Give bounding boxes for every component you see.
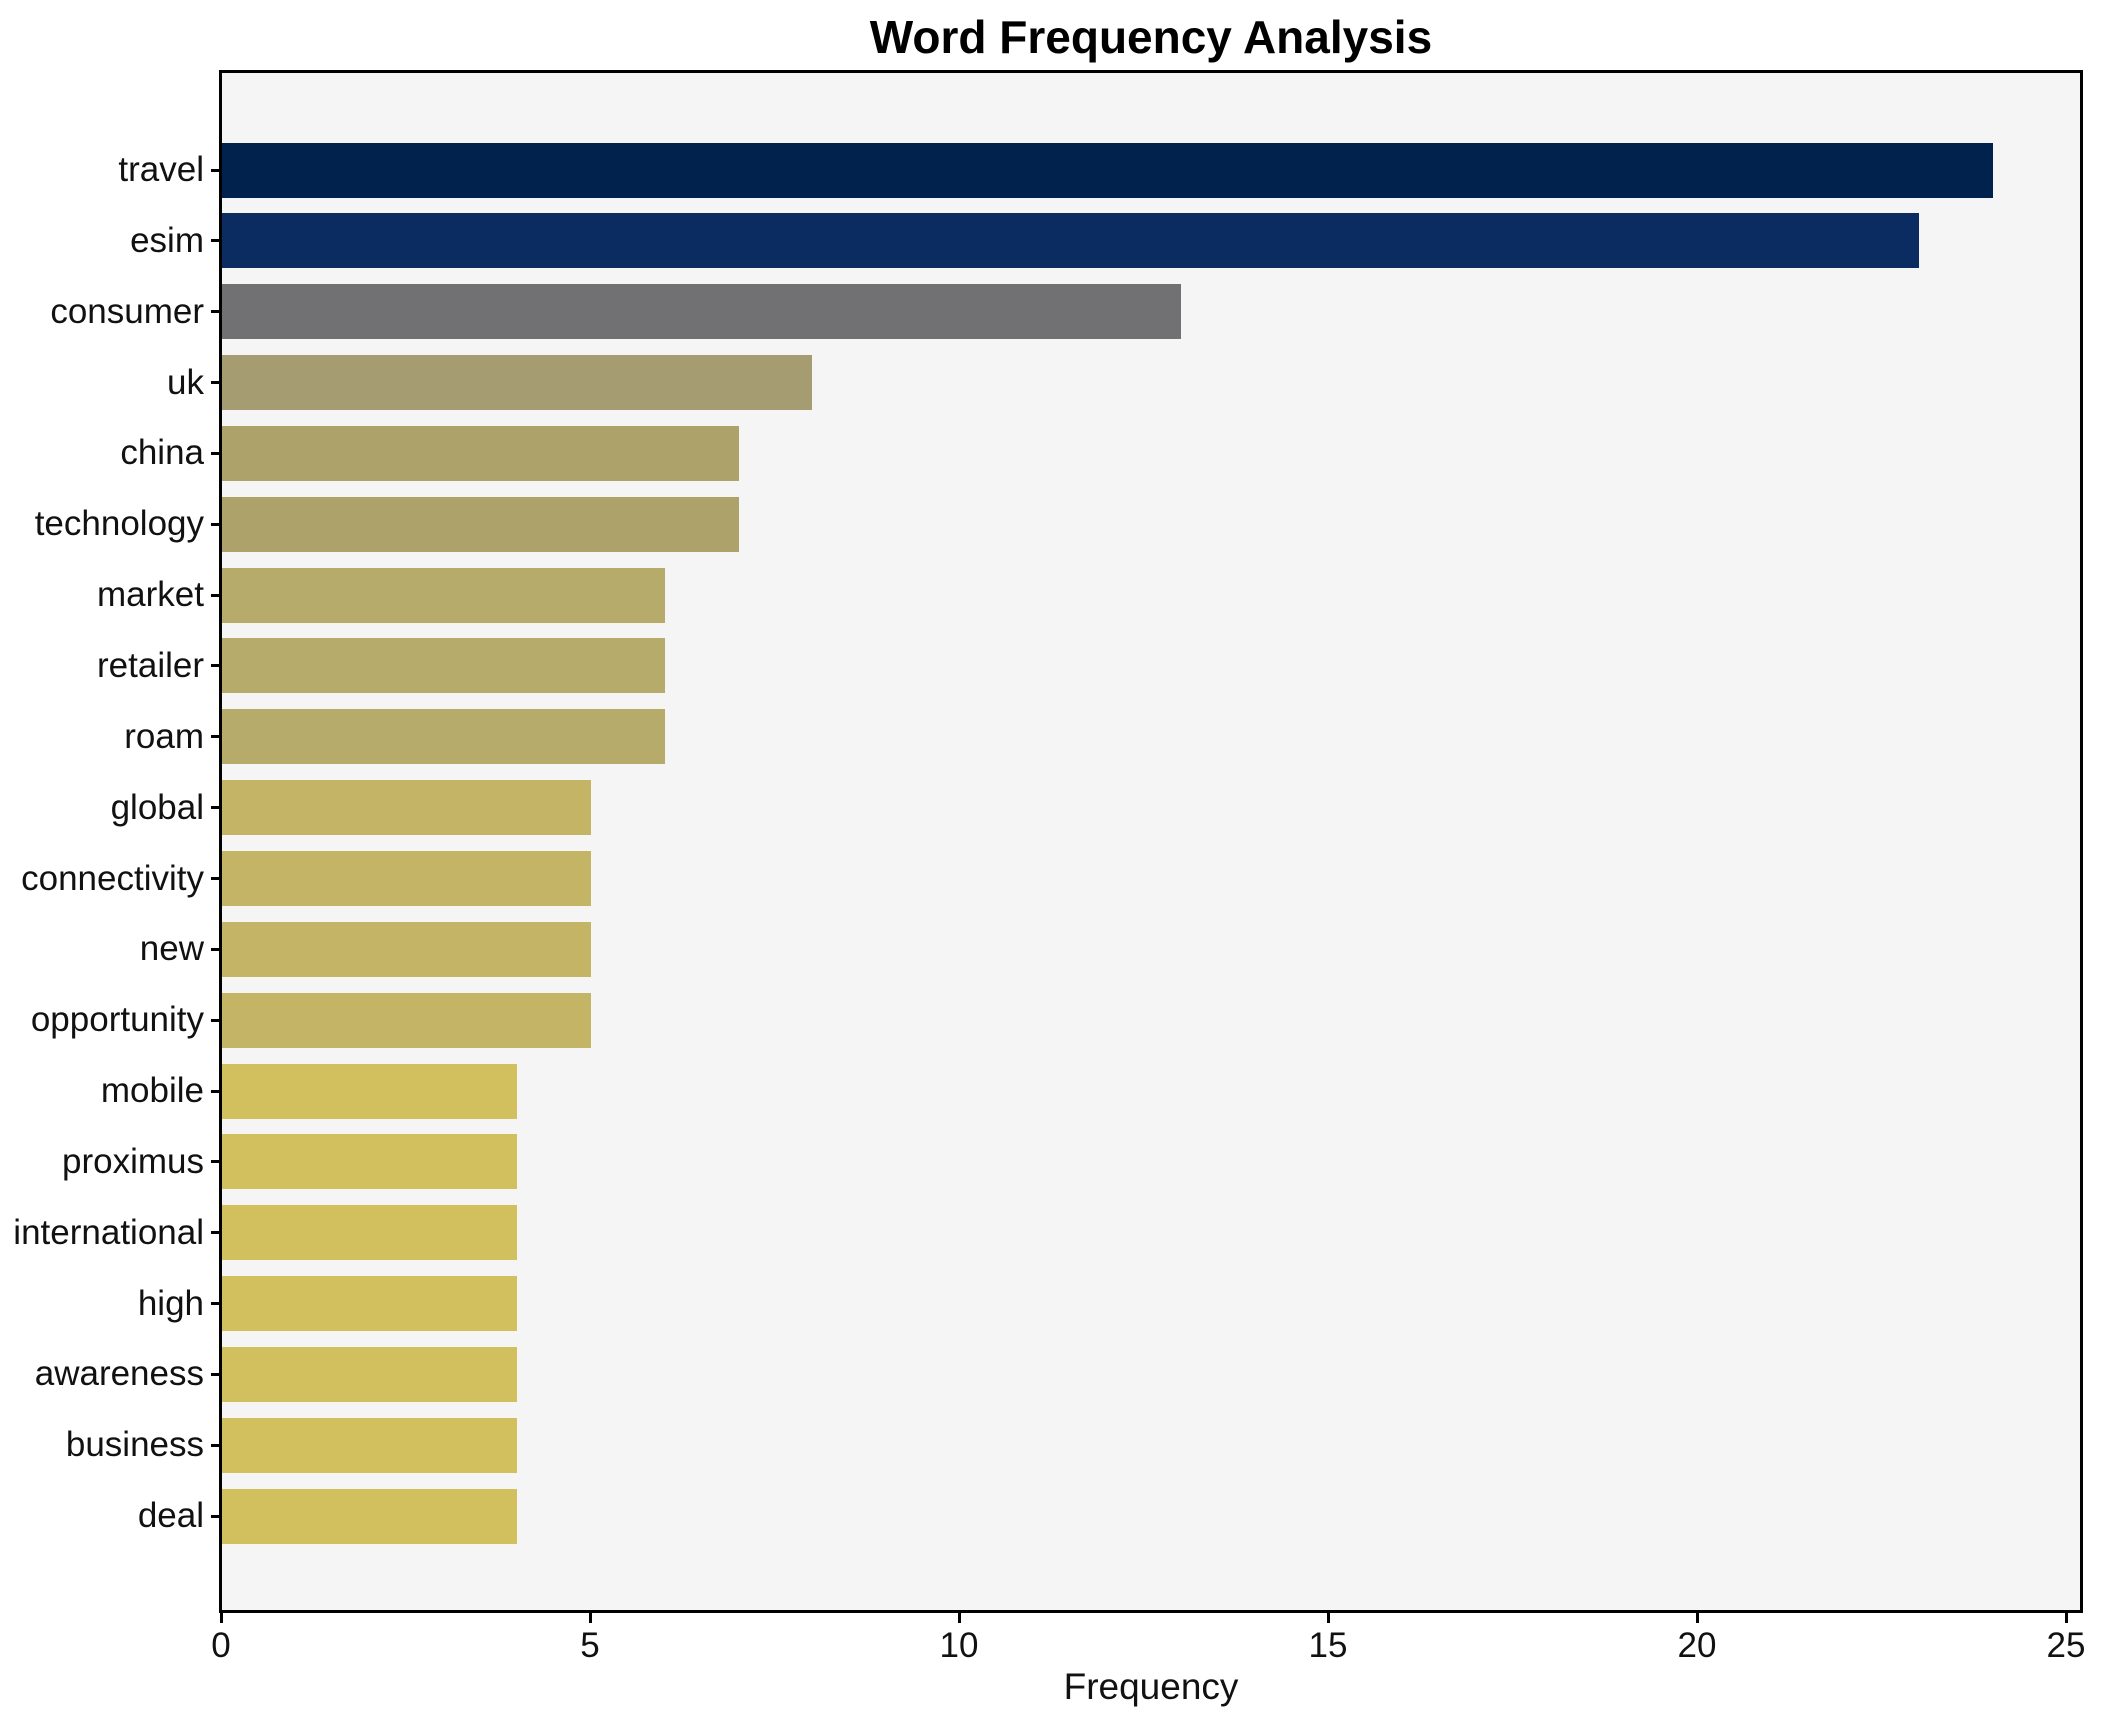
bar-retailer: [222, 638, 665, 693]
bar-travel: [222, 143, 1993, 198]
bar-business: [222, 1418, 517, 1473]
bar-market: [222, 568, 665, 623]
y-tick-label-uk: uk: [167, 363, 204, 402]
x-tick-mark-15: [1327, 1613, 1330, 1623]
y-tick-mark-consumer: [211, 310, 221, 313]
y-tick-mark-china: [211, 452, 221, 455]
x-tick-label-5: 5: [580, 1626, 600, 1665]
y-tick-mark-uk: [211, 381, 221, 384]
bar-china: [222, 426, 739, 481]
y-tick-label-market: market: [97, 575, 204, 614]
y-tick-label-travel: travel: [118, 150, 204, 189]
y-tick-mark-new: [211, 948, 221, 951]
y-tick-label-high: high: [137, 1284, 204, 1323]
y-tick-label-business: business: [65, 1425, 204, 1464]
y-tick-label-deal: deal: [137, 1496, 204, 1535]
bar-international: [222, 1205, 517, 1260]
x-axis-title: Frequency: [1063, 1666, 1239, 1707]
y-tick-label-global: global: [110, 788, 204, 827]
y-tick-mark-connectivity: [211, 877, 221, 880]
y-tick-mark-high: [211, 1302, 221, 1305]
y-tick-label-new: new: [139, 929, 204, 968]
x-tick-label-25: 25: [2046, 1626, 2086, 1665]
bar-consumer: [222, 284, 1181, 339]
bar-high: [222, 1276, 517, 1331]
y-tick-mark-esim: [211, 239, 221, 242]
x-tick-mark-5: [589, 1613, 592, 1623]
y-tick-mark-retailer: [211, 664, 221, 667]
y-tick-mark-proximus: [211, 1160, 221, 1163]
x-tick-label-10: 10: [939, 1626, 979, 1665]
y-tick-label-technology: technology: [34, 504, 204, 543]
x-tick-label-15: 15: [1308, 1626, 1348, 1665]
y-tick-label-opportunity: opportunity: [30, 1000, 204, 1039]
bar-global: [222, 780, 591, 835]
y-tick-mark-travel: [211, 169, 221, 172]
bar-deal: [222, 1489, 517, 1544]
y-tick-mark-deal: [211, 1515, 221, 1518]
y-tick-label-roam: roam: [124, 717, 204, 756]
y-tick-label-esim: esim: [130, 221, 204, 260]
y-tick-mark-roam: [211, 735, 221, 738]
y-tick-label-retailer: retailer: [97, 646, 204, 685]
y-tick-label-connectivity: connectivity: [21, 859, 204, 898]
chart-title: Word Frequency Analysis: [869, 11, 1433, 63]
bar-roam: [222, 709, 665, 764]
y-tick-mark-awareness: [211, 1373, 221, 1376]
x-tick-label-20: 20: [1677, 1626, 1717, 1665]
x-tick-mark-0: [220, 1613, 223, 1623]
y-tick-label-awareness: awareness: [34, 1354, 204, 1393]
bar-mobile: [222, 1064, 517, 1119]
y-tick-mark-business: [211, 1444, 221, 1447]
y-tick-mark-opportunity: [211, 1019, 221, 1022]
y-tick-label-mobile: mobile: [100, 1071, 204, 1110]
y-tick-mark-technology: [211, 523, 221, 526]
y-tick-mark-global: [211, 806, 221, 809]
bar-awareness: [222, 1347, 517, 1402]
bar-opportunity: [222, 993, 591, 1048]
bar-uk: [222, 355, 812, 410]
y-tick-label-proximus: proximus: [62, 1142, 204, 1181]
y-tick-label-consumer: consumer: [50, 292, 204, 331]
y-tick-mark-international: [211, 1231, 221, 1234]
x-tick-mark-20: [1696, 1613, 1699, 1623]
bar-new: [222, 922, 591, 977]
y-tick-mark-market: [211, 594, 221, 597]
x-tick-label-0: 0: [211, 1626, 231, 1665]
bar-connectivity: [222, 851, 591, 906]
x-tick-mark-10: [958, 1613, 961, 1623]
x-tick-mark-25: [2065, 1613, 2068, 1623]
y-tick-label-china: china: [120, 433, 204, 472]
y-tick-mark-mobile: [211, 1090, 221, 1093]
bar-technology: [222, 497, 739, 552]
bar-esim: [222, 213, 1919, 268]
bar-proximus: [222, 1134, 517, 1189]
y-tick-label-international: international: [13, 1213, 204, 1252]
